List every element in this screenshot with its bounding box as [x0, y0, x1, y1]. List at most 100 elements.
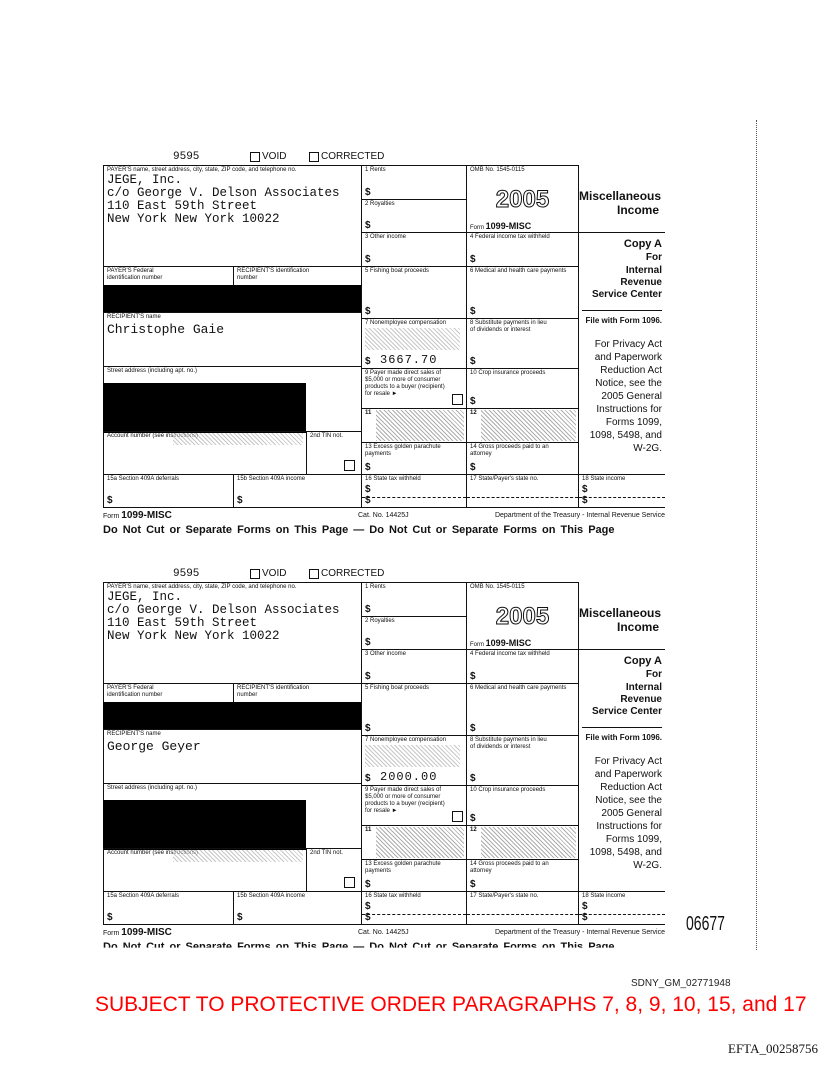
dollar-sign: $: [365, 912, 371, 923]
dollar-sign: $: [365, 773, 371, 784]
dollar-sign: $: [470, 462, 476, 473]
box-13-golden-parachute: 13 Excess golden parachute payments $: [361, 442, 467, 475]
dollar-sign: $: [365, 484, 371, 495]
payer-line: New York New York 10022: [107, 212, 280, 226]
file-with: File with Form 1096.: [582, 727, 662, 745]
second-tin-checkbox[interactable]: [344, 460, 355, 471]
dollar-sign: $: [365, 220, 371, 231]
payer-line: 110 East 59th Street: [107, 616, 258, 630]
payer-box: PAYER'S name, street address, city, stat…: [103, 165, 362, 267]
omb-box: OMB No. 1545-0115 2005 Form 1099-MISC: [466, 582, 579, 650]
box-5-fishing-boat: 5 Fishing boat proceeds $: [361, 266, 467, 319]
void-checkbox[interactable]: VOID: [250, 568, 286, 579]
dollar-sign: $: [582, 484, 588, 495]
box-13-label: 13 Excess golden parachute payments: [365, 861, 441, 874]
box-7-nonemployee-comp: 7 Nonemployee compensation $2000.00: [361, 735, 467, 786]
tax-year: 2005: [495, 603, 550, 631]
dollar-sign: $: [365, 254, 371, 265]
form-title: Miscellaneous Income: [579, 189, 661, 217]
copy-a-panel: Copy A For Internal Revenue Service Cent…: [578, 649, 665, 892]
box-16-label: 16 State tax withheld: [365, 476, 421, 482]
dollar-sign: $: [582, 912, 588, 923]
box-1-label: 1 Rents: [365, 167, 386, 173]
box-6-label: 6 Medical and health care payments: [470, 268, 567, 274]
box-5-fishing-boat: 5 Fishing boat proceeds $: [361, 683, 467, 736]
form-number: 1099-MISC: [121, 510, 172, 521]
scan-noise: [365, 745, 460, 767]
box-8-substitute: 8 Substitute payments in lieu of dividen…: [466, 318, 579, 369]
corrected-checkbox[interactable]: CORRECTED: [309, 151, 384, 162]
copy-a-label: Copy A: [623, 238, 662, 250]
tax-year: 2005: [495, 186, 550, 214]
street-address-label: Street address (including apt. no.): [107, 785, 198, 791]
department: Department of the Treasury - Internal Re…: [494, 929, 665, 936]
privacy-notice: For Privacy Act and Paperwork Reduction …: [589, 339, 662, 454]
void-checkbox[interactable]: VOID: [250, 151, 286, 162]
box-5-label: 5 Fishing boat proceeds: [365, 685, 430, 691]
dollar-sign: $: [365, 187, 371, 198]
dollar-sign: $: [365, 604, 371, 615]
second-tin-box: 2nd TIN not.: [306, 848, 362, 892]
payer-federal-id-label: PAYER'S Federal identification number: [107, 685, 163, 698]
box-1-rents: 1 Rents $: [361, 582, 467, 617]
divider: [362, 914, 466, 915]
box-2-label: 2 Royalties: [365, 618, 395, 624]
box-8-label: 8 Substitute payments in lieu of dividen…: [470, 320, 547, 333]
recipient-name-label: RECIPIENT'S name: [107, 314, 161, 320]
box-2-label: 2 Royalties: [365, 201, 395, 207]
corrected-checkbox[interactable]: CORRECTED: [309, 568, 384, 579]
payer-box: PAYER'S name, street address, city, stat…: [103, 582, 362, 684]
box-15b-label: 15b Section 409A income: [237, 893, 306, 899]
box-2-royalties: 2 Royalties $: [361, 199, 467, 233]
box-8-substitute: 8 Substitute payments in lieu of dividen…: [466, 735, 579, 786]
box-7-nonemployee-comp: 7 Nonemployee compensation $3667.70: [361, 318, 467, 369]
box-6-label: 6 Medical and health care payments: [470, 685, 567, 691]
street-address-label: Street address (including apt. no.): [107, 368, 198, 374]
box-18-label: 18 State income: [582, 893, 626, 899]
copy-a-label: Copy A: [623, 655, 662, 667]
file-with: File with Form 1096.: [582, 310, 662, 328]
box-13-label: 13 Excess golden parachute payments: [365, 444, 441, 457]
form-prefix: Form: [470, 225, 484, 231]
dollar-sign: $: [365, 306, 371, 317]
recipient-name-box: RECIPIENT'S name Christophe Gaie: [103, 312, 362, 367]
second-tin-checkbox[interactable]: [344, 877, 355, 888]
dollar-sign: $: [365, 356, 371, 367]
box-9-checkbox[interactable]: [452, 394, 463, 405]
box-4-label: 4 Federal income tax withheld: [470, 234, 550, 240]
box-10-crop: 10 Crop insurance proceeds $: [466, 368, 579, 409]
department: Department of the Treasury - Internal Re…: [494, 512, 665, 519]
box-17-label: 17 State/Payer's state no.: [470, 893, 539, 899]
form-prefix: Form: [103, 513, 120, 520]
box-9-direct-sales: 9 Payer made direct sales of $5,000 or m…: [361, 368, 467, 409]
dollar-sign: $: [470, 396, 476, 407]
title-line: Income: [616, 620, 659, 634]
box-14-attorney: 14 Gross proceeds paid to an attorney $: [466, 859, 579, 892]
payer-label: PAYER'S name, street address, city, stat…: [107, 584, 297, 590]
second-tin-box: 2nd TIN not.: [306, 431, 362, 475]
dollar-sign: $: [237, 912, 243, 923]
box-10-label: 10 Crop insurance proceeds: [470, 370, 546, 376]
box-18-state-income: 18 State income $ $: [578, 891, 665, 925]
form-header: 9595 VOID CORRECTED: [103, 568, 665, 582]
box-15a-label: 15a Section 409A deferrals: [107, 893, 180, 899]
box-3-other-income: 3 Other income $: [361, 232, 467, 267]
omb-number: OMB No. 1545-0115: [470, 167, 525, 173]
account-number-label: Account number (see instructions): [107, 433, 199, 439]
payer-line: JEGE, Inc.: [107, 173, 183, 187]
account-number-label: Account number (see instructions): [107, 850, 199, 856]
box-5-label: 5 Fishing boat proceeds: [365, 268, 430, 274]
catalog-number: Cat. No. 14425J: [358, 512, 409, 519]
footer-form-name: Form 1099-MISC: [103, 510, 172, 521]
form-number: 1099-MISC: [485, 221, 532, 231]
box-16-state-tax: 16 State tax withheld $ $: [361, 474, 467, 508]
box-9-checkbox[interactable]: [452, 811, 463, 822]
recipient-id-label: RECIPIENT'S identification number: [237, 268, 310, 281]
box-1-label: 1 Rents: [365, 584, 386, 590]
dollar-sign: $: [470, 773, 476, 784]
divider: [362, 497, 466, 498]
dollar-sign: $: [470, 723, 476, 734]
box-11-label: 11: [365, 827, 372, 834]
corrected-label: CORRECTED: [321, 568, 385, 579]
dollar-sign: $: [365, 637, 371, 648]
